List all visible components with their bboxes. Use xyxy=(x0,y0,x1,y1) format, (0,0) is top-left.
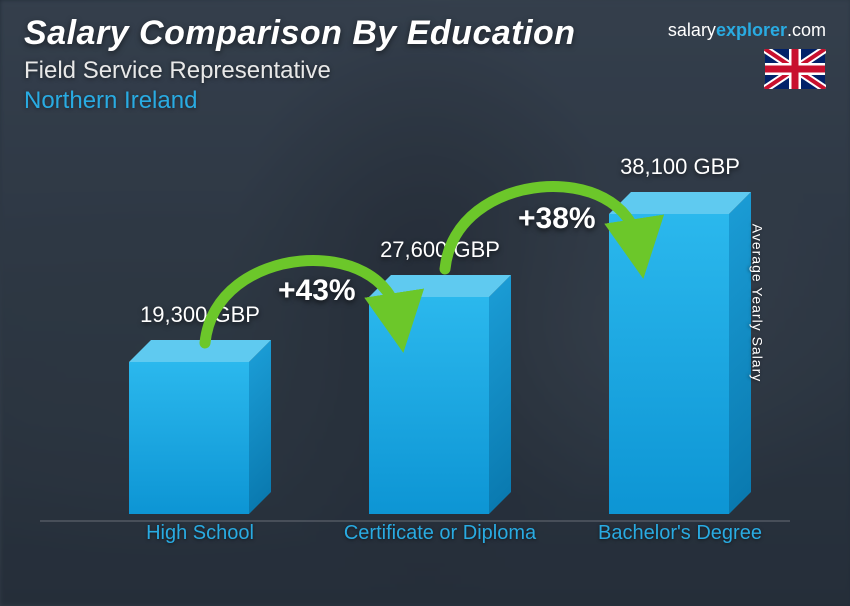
y-axis-label: Average Yearly Salary xyxy=(749,224,765,383)
bar-label: High School xyxy=(100,522,300,566)
bar-side xyxy=(489,275,511,514)
brand-text: salaryexplorer.com xyxy=(668,20,826,41)
bar-label: Bachelor's Degree xyxy=(580,522,780,566)
brand-accent: explorer xyxy=(716,20,787,40)
brand-prefix: salary xyxy=(668,20,716,40)
chart-region: Northern Ireland xyxy=(24,87,576,115)
chart-subtitle: Field Service Representative xyxy=(24,57,576,85)
increase-pct-0: +43% xyxy=(278,274,356,308)
header: Salary Comparison By Education Field Ser… xyxy=(24,14,576,115)
increase-pct-1: +38% xyxy=(518,202,596,236)
uk-flag-icon xyxy=(764,49,826,89)
bar-side xyxy=(729,192,751,514)
bar-front xyxy=(129,362,249,514)
chart-title: Salary Comparison By Education xyxy=(24,14,576,53)
branding: salaryexplorer.com xyxy=(668,20,826,89)
bar-chart: 19,300 GBPHigh School27,600 GBPCertifica… xyxy=(60,146,770,566)
brand-suffix: .com xyxy=(787,20,826,40)
bar-label: Certificate or Diploma xyxy=(340,522,540,566)
